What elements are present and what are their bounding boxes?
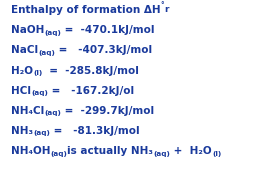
Text: =  -470.1kJ/mol: = -470.1kJ/mol (61, 25, 155, 35)
Text: =   -81.3kJ/mol: = -81.3kJ/mol (50, 126, 140, 136)
Text: Enthalpy of formation ΔH: Enthalpy of formation ΔH (11, 5, 161, 15)
Text: (aq): (aq) (33, 130, 50, 136)
Text: (aq): (aq) (38, 50, 55, 56)
Text: NH₃: NH₃ (11, 126, 33, 136)
Text: (l): (l) (33, 70, 42, 76)
Text: H₂O: H₂O (11, 66, 33, 76)
Text: is actually NH₃: is actually NH₃ (68, 146, 153, 156)
Text: NaCl: NaCl (11, 45, 38, 55)
Text: +  H₂O: + H₂O (170, 146, 212, 156)
Text: HCl: HCl (11, 86, 31, 96)
Text: NH₄Cl: NH₄Cl (11, 106, 44, 116)
Text: (aq): (aq) (51, 151, 68, 157)
Text: °: ° (161, 2, 164, 8)
Text: =  -285.8kJ/mol: = -285.8kJ/mol (42, 66, 139, 76)
Text: r: r (164, 5, 169, 14)
Text: =  -299.7kJ/mol: = -299.7kJ/mol (61, 106, 154, 116)
Text: =   -167.2kJ/ol: = -167.2kJ/ol (48, 86, 134, 96)
Text: NH₄OH: NH₄OH (11, 146, 51, 156)
Text: =   -407.3kJ/mol: = -407.3kJ/mol (55, 45, 152, 55)
Text: (aq): (aq) (44, 30, 61, 36)
Text: (aq): (aq) (153, 151, 170, 157)
Text: (l): (l) (212, 151, 221, 157)
Text: (aq): (aq) (44, 110, 61, 116)
Text: (aq): (aq) (31, 90, 48, 96)
Text: NaOH: NaOH (11, 25, 44, 35)
